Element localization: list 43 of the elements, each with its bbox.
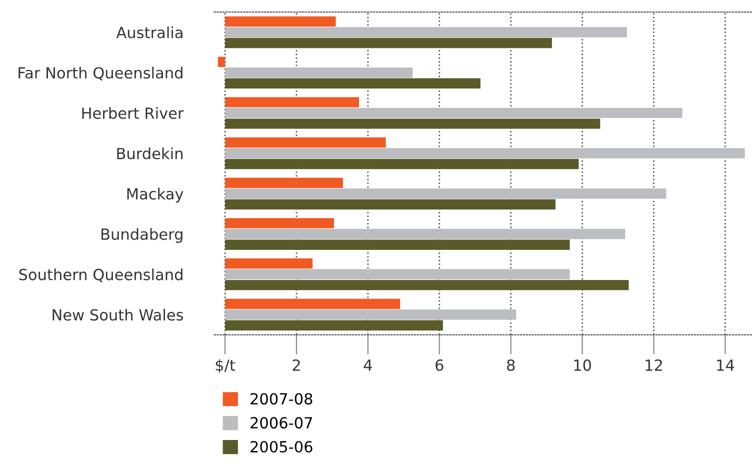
legend-label: 2006-07 [250, 417, 312, 429]
x-tick-label: 10 [574, 359, 592, 371]
y-tick-label: Bundaberg [102, 228, 182, 243]
x-tick-label: 2 [292, 359, 300, 371]
y-tick-label: Far North Queensland [18, 66, 182, 80]
bar [225, 280, 629, 290]
bar [225, 199, 556, 210]
bar [225, 298, 400, 309]
x-tick-label: 12 [646, 359, 662, 371]
bar [225, 269, 570, 280]
bar [225, 228, 626, 240]
bar [225, 188, 666, 199]
y-tick-label: New South Wales [52, 308, 184, 321]
y-tick-label: Herbert River [82, 107, 184, 119]
bar [225, 148, 745, 158]
bar [225, 118, 600, 129]
bar [225, 67, 413, 78]
legend-label: 2005-06 [250, 440, 312, 453]
bar [225, 218, 334, 228]
y-tick-label: Mackay [127, 188, 184, 203]
bar [225, 27, 627, 38]
bar [225, 310, 516, 320]
bar [225, 108, 682, 118]
y-tick-label: Burdekin [117, 147, 182, 160]
bar [218, 56, 226, 67]
bar [225, 258, 313, 269]
bar [225, 78, 480, 88]
y-tick-label: Southern Queensland [19, 268, 182, 282]
x-tick-label: 8 [507, 359, 515, 371]
x-tick-label: 14 [717, 360, 734, 371]
x-tick-label: 4 [364, 360, 372, 371]
bar [225, 38, 552, 48]
y-tick-label: Australia [116, 26, 182, 38]
bar [225, 178, 343, 188]
bar [225, 97, 360, 108]
bar [225, 16, 336, 27]
bar [225, 320, 443, 330]
bar [225, 240, 570, 250]
legend-label: 2007-08 [250, 393, 312, 405]
x-tick-label: 6 [436, 359, 444, 371]
bar [225, 158, 579, 170]
bar [225, 137, 386, 148]
x-tick-label: $/t [216, 359, 236, 373]
